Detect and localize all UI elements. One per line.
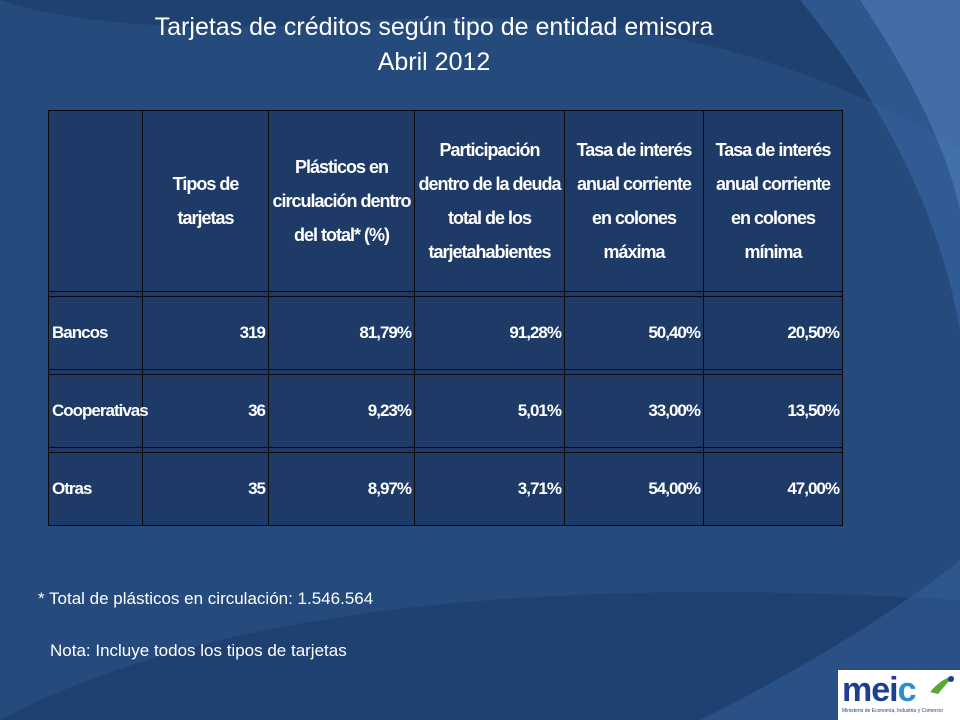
logo-swoosh-icon [930,676,954,694]
cell-debt-share: 5,01% [414,374,565,448]
cell-min-rate: 47,00% [703,452,843,526]
cell-debt-share: 91,28% [414,296,565,370]
table-row: Cooperativas 36 9,23% 5,01% 33,00% 13,50… [48,374,843,448]
cell-plastics: 8,97% [268,452,415,526]
header-cell-card-types: Tipos de tarjetas [142,110,269,292]
row-label-bancos: Bancos [48,296,143,370]
meic-logo: meic Ministerio de Economía, Industria y… [838,670,960,720]
title-line-2: Abril 2012 [377,48,491,76]
credit-cards-table: Tipos de tarjetas Plásticos en circulaci… [48,110,843,526]
cell-min-rate: 13,50% [703,374,843,448]
table-row: Bancos 319 81,79% 91,28% 50,40% 20,50% [48,296,843,370]
header-cell-entity [48,110,143,292]
footnote-total-plastics: * Total de plásticos en circulación: 1.5… [38,589,374,608]
cell-max-rate: 54,00% [564,452,704,526]
header-cell-max-rate: Tasa de interés anual corriente en colon… [564,110,704,292]
table-header-row: Tipos de tarjetas Plásticos en circulaci… [48,110,843,292]
cell-card-types: 36 [142,374,269,448]
page-title: Tarjetas de créditos según tipo de entid… [0,10,868,80]
cell-card-types: 35 [142,452,269,526]
cell-min-rate: 20,50% [703,296,843,370]
header-cell-debt-share: Participación dentro de la deuda total d… [414,110,565,292]
row-label-otras: Otras [48,452,143,526]
title-line-1: Tarjetas de créditos según tipo de entid… [154,13,714,41]
cell-max-rate: 50,40% [564,296,704,370]
header-cell-plastics: Plásticos en circulación dentro del tota… [268,110,415,292]
table-row: Otras 35 8,97% 3,71% 54,00% 47,00% [48,452,843,526]
cell-debt-share: 3,71% [414,452,565,526]
cell-max-rate: 33,00% [564,374,704,448]
logo-subtitle: Ministerio de Economía, Industria y Come… [842,708,943,714]
cell-card-types: 319 [142,296,269,370]
row-label-cooperativas: Cooperativas [48,374,149,448]
cell-plastics: 9,23% [268,374,415,448]
note-text: Nota: Incluye todos los tipos de tarjeta… [50,641,347,660]
logo-wordmark: meic [842,671,917,709]
header-cell-min-rate: Tasa de interés anual corriente en colon… [703,110,843,292]
cell-plastics: 81,79% [268,296,415,370]
